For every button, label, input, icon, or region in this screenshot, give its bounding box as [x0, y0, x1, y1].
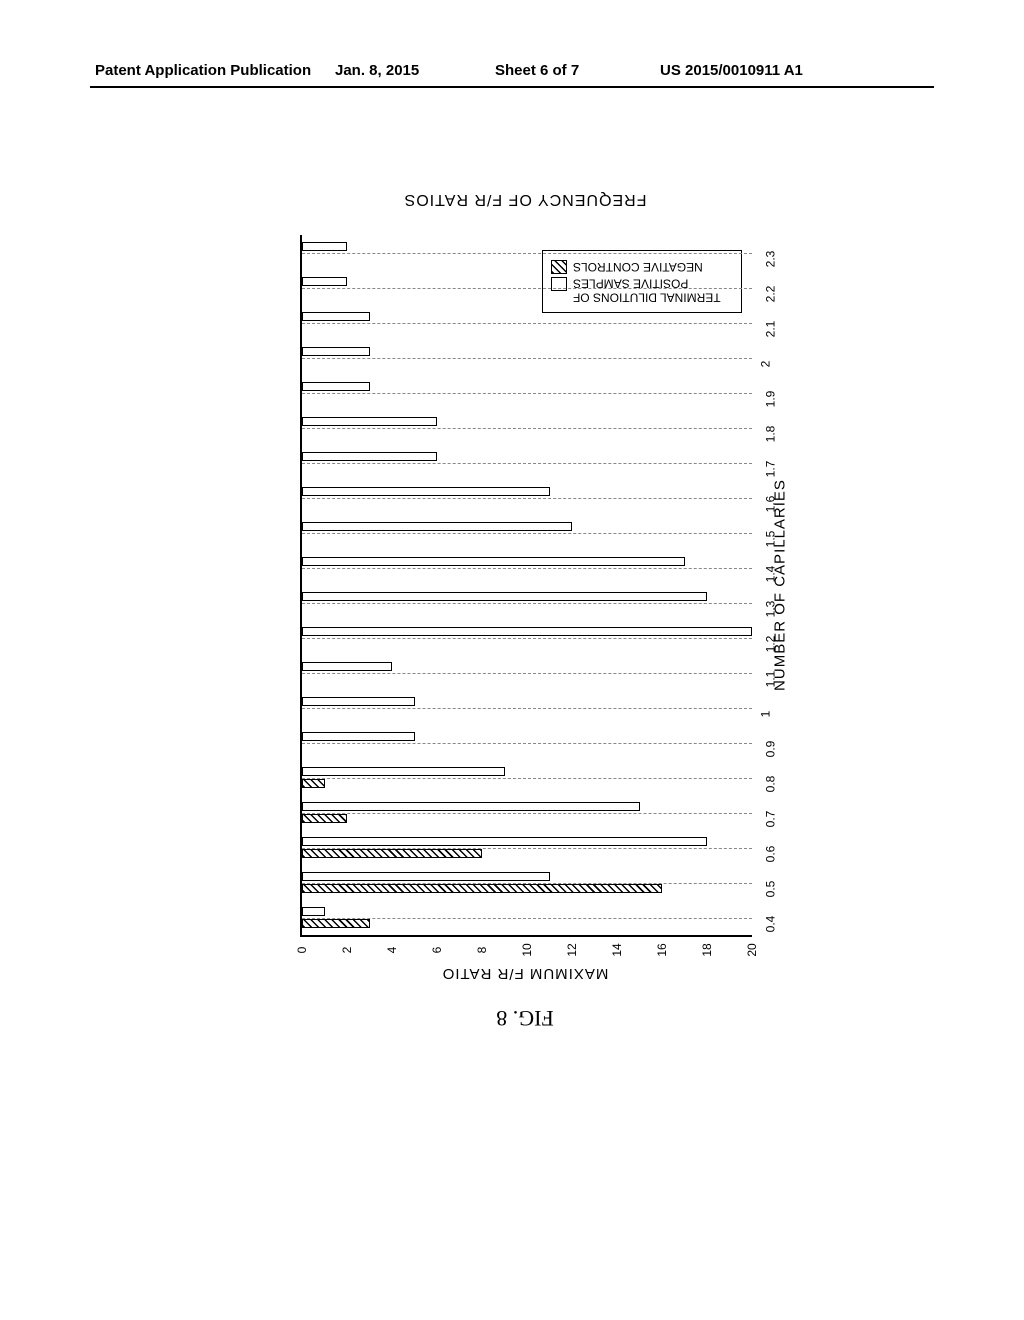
legend: NEGATIVE CONTROLS TERMINAL DILUTIONS OF …	[542, 250, 742, 313]
header-pubno: US 2015/0010911 A1	[660, 62, 803, 79]
gridline	[302, 603, 752, 604]
bar-positive	[302, 487, 550, 496]
legend-swatch-open-icon	[551, 277, 567, 291]
bar-negative	[302, 779, 325, 788]
category-tick: 1.9	[763, 390, 777, 407]
gridline	[302, 918, 752, 919]
bar-positive	[302, 382, 370, 391]
count-tick: 18	[700, 943, 714, 956]
count-tick: 20	[745, 943, 759, 956]
gridline	[302, 253, 752, 254]
bar-negative	[302, 884, 662, 893]
gridline	[302, 638, 752, 639]
gridline	[302, 428, 752, 429]
bar-positive	[302, 872, 550, 881]
count-tick: 8	[475, 947, 489, 954]
category-tick: 2.1	[763, 320, 777, 337]
count-tick: 16	[655, 943, 669, 956]
bar-positive	[302, 907, 325, 916]
category-tick: 1.8	[763, 425, 777, 442]
count-tick: 2	[340, 947, 354, 954]
count-tick: 14	[610, 943, 624, 956]
gridline	[302, 498, 752, 499]
bar-negative	[302, 814, 347, 823]
gridline	[302, 463, 752, 464]
category-tick: 0.9	[763, 740, 777, 757]
legend-row-positive: TERMINAL DILUTIONS OF POSITIVE SAMPLES	[551, 276, 733, 304]
count-tick: 0	[295, 947, 309, 954]
bar-positive	[302, 662, 392, 671]
legend-label-negative: NEGATIVE CONTROLS	[573, 259, 703, 273]
category-tick: 0.4	[763, 915, 777, 932]
count-tick: 10	[520, 943, 534, 956]
bar-positive	[302, 802, 640, 811]
bar-positive	[302, 242, 347, 251]
page: Patent Application Publication Jan. 8, 2…	[0, 0, 1024, 1320]
category-tick: 0.8	[763, 775, 777, 792]
category-tick: 0.7	[763, 810, 777, 827]
legend-swatch-hatched-icon	[551, 260, 567, 274]
bar-positive	[302, 417, 437, 426]
gridline	[302, 568, 752, 569]
category-tick: 2.3	[763, 250, 777, 267]
gridline	[302, 778, 752, 779]
bar-positive	[302, 697, 415, 706]
bar-positive	[302, 767, 505, 776]
bar-positive	[302, 347, 370, 356]
header-date: Jan. 8, 2015	[335, 62, 419, 79]
legend-label-positive: TERMINAL DILUTIONS OF POSITIVE SAMPLES	[573, 276, 733, 304]
chart-plot-area: NEGATIVE CONTROLS TERMINAL DILUTIONS OF …	[300, 235, 752, 937]
gridline	[302, 358, 752, 359]
bar-negative	[302, 849, 482, 858]
x-axis-label: MAXIMUM F/R RATIO	[300, 965, 750, 982]
bar-positive	[302, 732, 415, 741]
figure-8: FREQUENCY OF F/R RATIOS NEGATIVE CONTROL…	[170, 235, 880, 985]
y-axis-label: NUMBER OF CAPILLARIES	[772, 479, 789, 691]
bar-positive	[302, 452, 437, 461]
figure-label: FIG. 8	[300, 1005, 750, 1031]
gridline	[302, 533, 752, 534]
gridline	[302, 288, 752, 289]
category-tick: 1.7	[763, 460, 777, 477]
chart-title: FREQUENCY OF F/R RATIOS	[170, 190, 880, 208]
bar-positive	[302, 837, 707, 846]
gridline	[302, 708, 752, 709]
category-tick: 0.6	[763, 845, 777, 862]
bar-positive	[302, 312, 370, 321]
category-tick: 2.2	[763, 285, 777, 302]
category-tick: 1	[758, 710, 772, 717]
header-rule	[90, 86, 934, 88]
bar-positive	[302, 592, 707, 601]
gridline	[302, 323, 752, 324]
gridline	[302, 393, 752, 394]
gridline	[302, 743, 752, 744]
count-tick: 6	[430, 947, 444, 954]
category-tick: 0.5	[763, 880, 777, 897]
gridline	[302, 813, 752, 814]
header-publication: Patent Application Publication	[95, 62, 311, 79]
category-tick: 2	[758, 360, 772, 367]
bar-negative	[302, 919, 370, 928]
count-tick: 12	[565, 943, 579, 956]
legend-row-negative: NEGATIVE CONTROLS	[551, 259, 733, 274]
gridline	[302, 673, 752, 674]
bar-positive	[302, 627, 752, 636]
bar-positive	[302, 277, 347, 286]
header-sheet: Sheet 6 of 7	[495, 62, 579, 79]
bar-positive	[302, 522, 572, 531]
count-tick: 4	[385, 947, 399, 954]
bar-positive	[302, 557, 685, 566]
